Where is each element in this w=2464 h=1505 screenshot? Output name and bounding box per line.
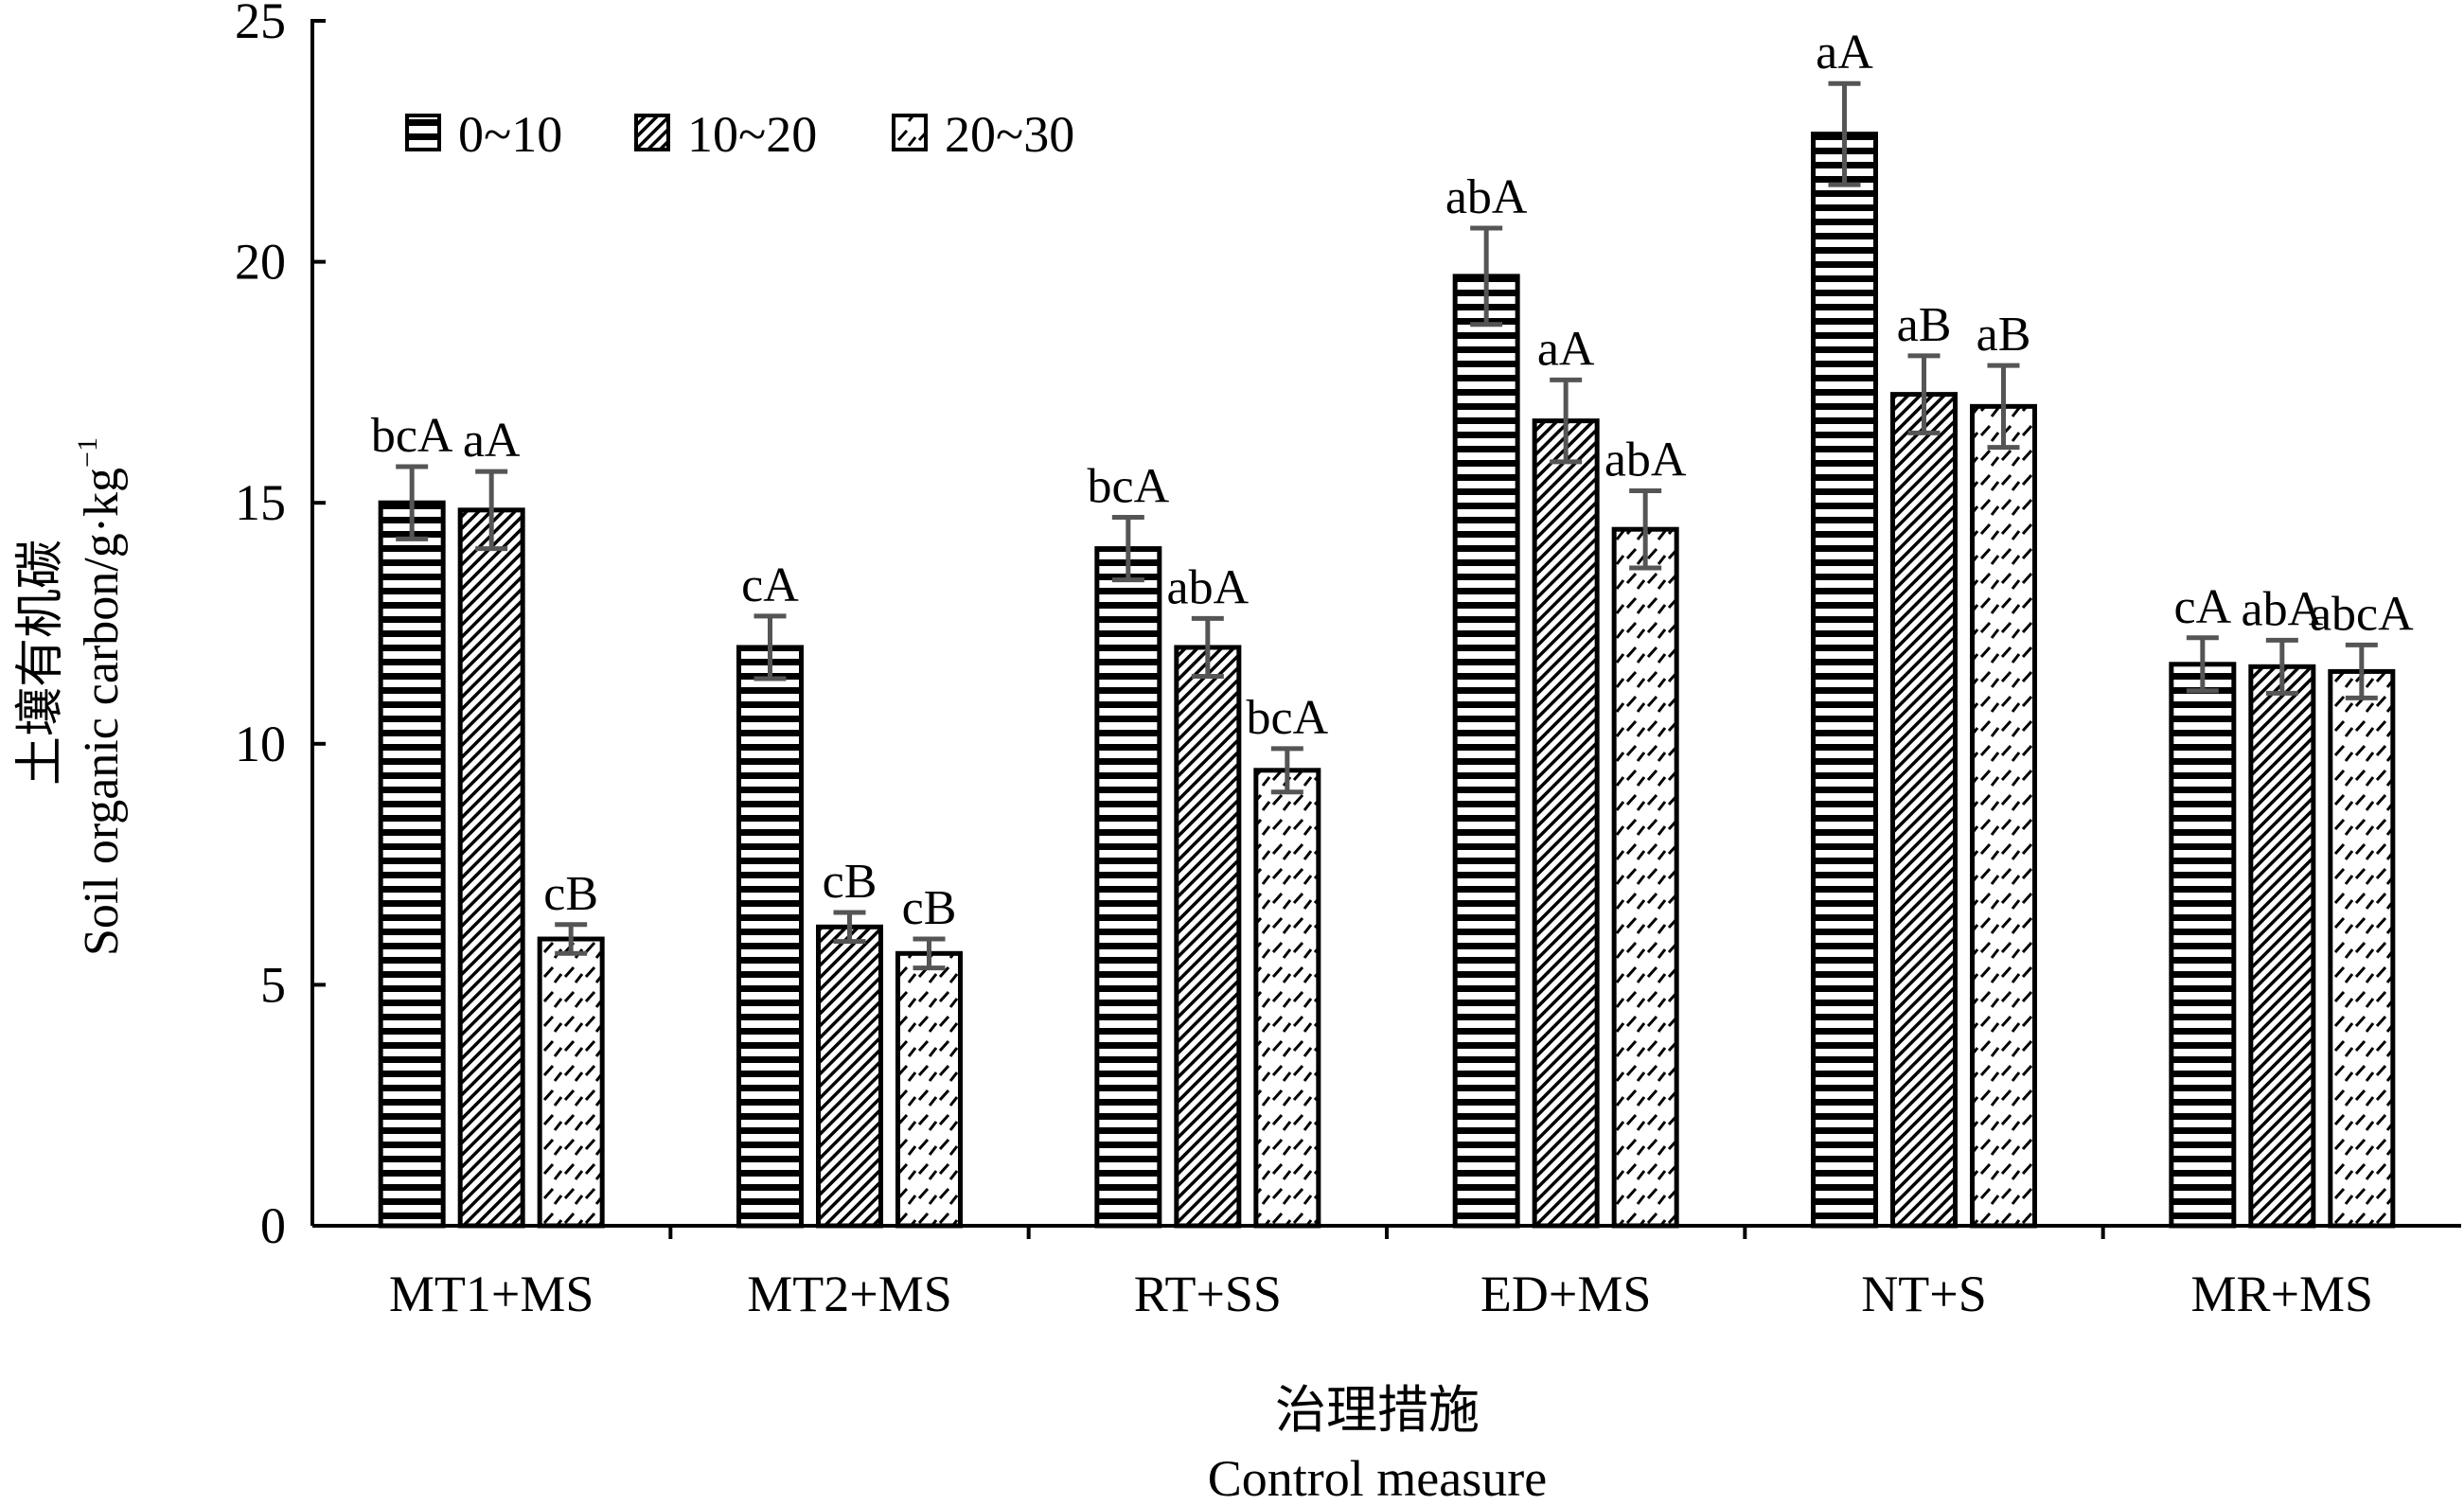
data-label: aA — [1816, 26, 1873, 80]
data-label: bcA — [371, 409, 453, 463]
bar — [1611, 526, 1679, 1229]
y-tick-label: 20 — [235, 234, 286, 291]
data-label: aA — [463, 414, 521, 468]
bar — [2169, 662, 2237, 1229]
bar — [537, 936, 605, 1229]
legend-swatch-10-20 — [634, 114, 670, 151]
legend-label-20-30: 20~30 — [945, 106, 1074, 163]
data-label: cB — [902, 881, 957, 935]
bar — [378, 500, 446, 1229]
bar — [816, 924, 883, 1229]
y-axis-title-cn: 土壤有机碳 — [14, 540, 68, 786]
category-label: NT+S — [1861, 1266, 1986, 1322]
data-label: cA — [741, 558, 799, 612]
legend-label-0-10: 0~10 — [458, 106, 562, 163]
y-axis-title-en: Soil organic carbon/g·kg−1 — [72, 437, 129, 956]
category-label: MT1+MS — [389, 1266, 594, 1322]
data-label: aB — [1897, 298, 1952, 352]
y-tick-label: 15 — [235, 474, 286, 531]
data-label: cB — [543, 867, 598, 921]
data-label: aB — [1977, 308, 2031, 362]
legend-label-10-20: 10~20 — [687, 106, 817, 163]
bar — [1253, 768, 1321, 1229]
data-label: abcA — [2310, 587, 2414, 641]
bar — [1970, 403, 2037, 1229]
data-label: abA — [1167, 560, 1250, 614]
bar — [1811, 132, 1878, 1229]
bar — [2328, 668, 2396, 1229]
legend-swatch-20-30 — [892, 114, 928, 151]
legend: 0~10 10~20 20~30 — [405, 106, 1074, 163]
x-axis-title-en: Control measure — [1208, 1450, 1547, 1505]
y-tick-label: 10 — [235, 716, 286, 772]
x-axis-title-cn: 治理措施 — [1275, 1382, 1480, 1439]
bar — [895, 950, 963, 1229]
data-label: bcA — [1247, 691, 1329, 745]
bar — [1532, 418, 1600, 1229]
data-label: cB — [823, 855, 877, 909]
bar — [1174, 645, 1242, 1229]
bar — [2248, 664, 2316, 1229]
data-label: abA — [2242, 582, 2324, 636]
bar — [1890, 392, 1958, 1229]
category-label: MR+MS — [2191, 1266, 2374, 1322]
data-label: abA — [1445, 170, 1528, 224]
data-label: abA — [1604, 433, 1687, 487]
data-label: aA — [1537, 322, 1595, 376]
bar — [736, 645, 804, 1229]
bar — [1452, 274, 1520, 1229]
bar — [1094, 546, 1162, 1229]
bar — [457, 507, 525, 1229]
category-label: MT2+MS — [747, 1266, 952, 1322]
y-tick-label: 5 — [260, 956, 286, 1013]
category-label: ED+MS — [1480, 1266, 1651, 1322]
category-label: RT+SS — [1134, 1266, 1282, 1322]
y-tick-label: 0 — [260, 1197, 286, 1254]
y-tick-label: 25 — [235, 0, 286, 49]
y-axis-title-en-text: Soil organic carbon/g·kg — [75, 468, 129, 956]
data-label: bcA — [1088, 459, 1170, 513]
y-axis-title: 土壤有机碳 Soil organic carbon/g·kg−1 — [14, 437, 129, 956]
y-axis-title-unit-sup: −1 — [72, 437, 103, 468]
legend-swatch-0-10 — [405, 114, 441, 151]
data-label: cA — [2174, 580, 2232, 634]
